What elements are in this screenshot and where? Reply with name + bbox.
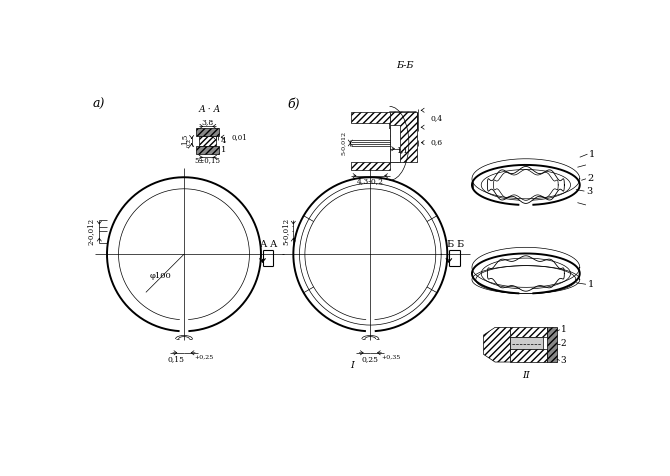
Text: 1: 1: [589, 149, 595, 159]
Polygon shape: [196, 147, 218, 154]
Polygon shape: [200, 136, 216, 147]
Text: 5±0,15: 5±0,15: [195, 156, 221, 164]
Text: А: А: [259, 240, 267, 249]
Text: 1: 1: [221, 146, 226, 154]
Text: Б: Б: [457, 240, 464, 249]
Text: 1: 1: [588, 280, 594, 289]
Polygon shape: [511, 349, 547, 362]
Text: 5-0,012: 5-0,012: [341, 130, 346, 155]
Text: 0,15: 0,15: [167, 355, 184, 363]
Text: 4: 4: [221, 137, 226, 145]
Text: Б: Б: [446, 240, 454, 249]
Text: 3: 3: [561, 356, 566, 365]
Text: 0,01: 0,01: [232, 133, 247, 141]
Text: 2: 2: [588, 174, 594, 183]
Text: А: А: [271, 240, 278, 249]
Text: 2-0,012: 2-0,012: [87, 218, 95, 245]
Polygon shape: [351, 162, 389, 169]
Text: 3,8: 3,8: [202, 118, 214, 126]
Text: 2: 2: [561, 339, 566, 348]
Text: 0,6: 0,6: [430, 139, 442, 147]
Text: 1,5: 1,5: [181, 134, 189, 145]
Text: а): а): [92, 98, 105, 110]
Polygon shape: [196, 128, 218, 136]
Text: φ100: φ100: [150, 272, 172, 280]
Text: А · А: А · А: [199, 105, 221, 114]
Polygon shape: [511, 337, 543, 349]
Polygon shape: [511, 327, 547, 337]
Polygon shape: [212, 136, 216, 139]
Text: +0,25: +0,25: [194, 355, 213, 360]
Text: +0,35: +0,35: [381, 355, 401, 360]
Polygon shape: [389, 125, 399, 162]
Text: 0,25: 0,25: [362, 355, 379, 363]
Text: 4,3-0,2: 4,3-0,2: [357, 177, 384, 185]
Text: II: II: [522, 371, 530, 380]
Text: -0,2: -0,2: [186, 139, 191, 149]
Polygon shape: [389, 112, 417, 129]
Text: 1: 1: [561, 325, 566, 334]
Text: 3: 3: [586, 187, 592, 196]
Text: 5-0,012: 5-0,012: [281, 218, 289, 245]
Text: 0,4: 0,4: [430, 114, 442, 122]
Text: б): б): [287, 98, 299, 110]
Polygon shape: [484, 327, 511, 362]
Polygon shape: [389, 112, 417, 162]
Polygon shape: [351, 112, 389, 123]
Polygon shape: [547, 327, 557, 362]
Text: Б-Б: Б-Б: [396, 61, 414, 70]
Text: I: I: [350, 361, 354, 370]
Text: 1,1: 1,1: [397, 146, 409, 154]
